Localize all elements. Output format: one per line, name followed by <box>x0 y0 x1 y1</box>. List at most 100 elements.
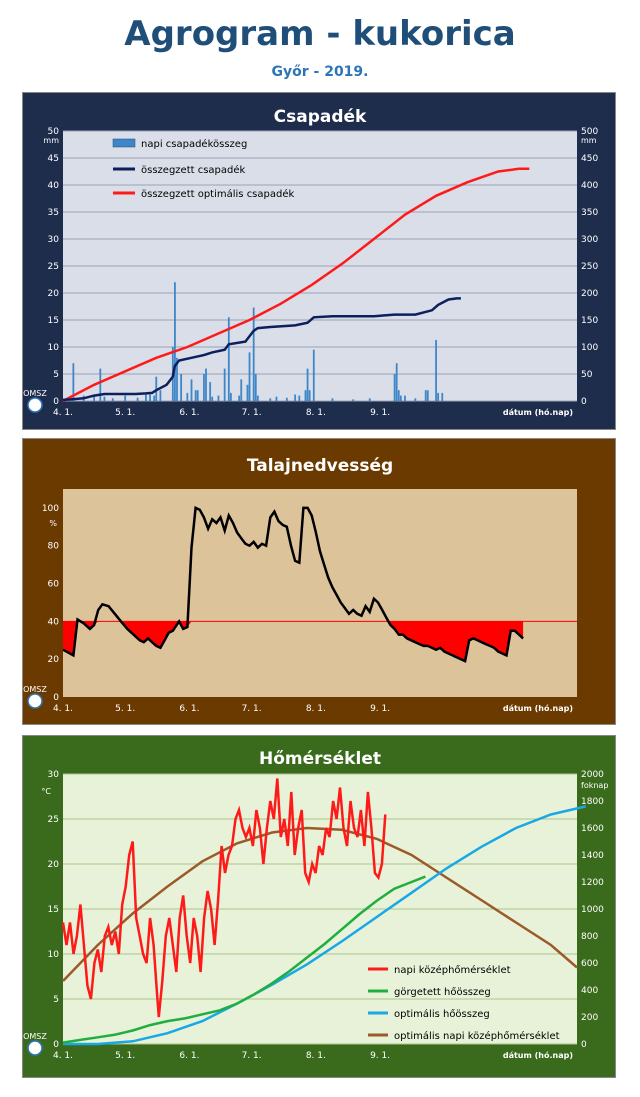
precip-bar <box>180 374 183 401</box>
precip-bar <box>248 352 251 401</box>
precip-bar <box>240 379 243 401</box>
y2-tick-label: 2000 <box>581 770 604 780</box>
precip-bar <box>72 363 75 401</box>
legend-entry: optimális hőösszeg <box>394 1008 490 1020</box>
legend-entry: görgetett hőösszeg <box>394 986 491 998</box>
x-tick-label: 7. 1. <box>242 1051 262 1061</box>
y-tick-label: 15 <box>48 316 59 326</box>
precip-bar <box>190 379 193 401</box>
precip-bar <box>306 368 309 401</box>
y2-tick-label: 1800 <box>581 797 604 807</box>
y2-axis-unit: mm <box>581 136 597 145</box>
y2-tick-label: 600 <box>581 959 598 969</box>
legend-entry: optimális napi középhőmérséklet <box>394 1030 560 1042</box>
precip-bar <box>145 392 147 401</box>
x-axis-label: dátum (hó.nap) <box>503 1050 573 1060</box>
legend-entry: összegzett optimális csapadék <box>141 188 295 200</box>
y-axis-unit: % <box>49 519 57 528</box>
page-title: Agrogram - kukorica <box>124 14 516 54</box>
precip-bar <box>393 374 396 401</box>
y-tick-label: 25 <box>48 262 59 272</box>
precip-bar <box>414 398 417 401</box>
y-tick-label: 40 <box>48 181 60 191</box>
precip-bar <box>399 395 402 401</box>
y2-tick-label: 500 <box>581 127 598 137</box>
precip-bar <box>298 395 301 401</box>
y2-tick-label: 800 <box>581 932 598 942</box>
y2-tick-label: 100 <box>581 343 598 353</box>
precip-bar <box>194 390 197 401</box>
precip-bar <box>196 390 199 401</box>
x-tick-label: 9. 1. <box>370 408 390 418</box>
x-tick-label: 5. 1. <box>115 408 135 418</box>
precip-bar <box>294 394 297 401</box>
plot-area <box>63 489 577 697</box>
y-tick-label: 10 <box>48 950 60 960</box>
precip-bar <box>159 390 162 401</box>
y2-tick-label: 350 <box>581 208 598 218</box>
y2-tick-label: 300 <box>581 235 598 245</box>
x-tick-label: 9. 1. <box>370 1051 390 1061</box>
precip-bar <box>285 397 288 401</box>
series-line-rolling-heat <box>62 875 426 1044</box>
y-tick-label: 0 <box>53 1040 59 1050</box>
legend-entry: napi csapadékösszeg <box>141 138 247 150</box>
y2-tick-label: 0 <box>581 1040 587 1050</box>
x-tick-label: 5. 1. <box>115 1051 135 1061</box>
logo-icon <box>27 693 43 709</box>
deficit-area <box>63 621 524 662</box>
precipitation-panel: Csapadék 4. 1. 5. 1. 6. 1. 7. 1. 8. 1. 9. 1. dá… <box>22 92 616 430</box>
series-line-opt-heat <box>63 805 586 1046</box>
x-tick-label: 4. 1. <box>53 408 73 418</box>
temperature-chart: Hőmérséklet 4. 1. 5. 1. 6. 1. 7. 1. 8. 1. 9. 1… <box>23 749 608 1061</box>
y2-tick-label: 250 <box>581 262 598 272</box>
precip-bar <box>397 390 400 401</box>
y2-tick-label: 200 <box>581 289 598 299</box>
y-tick-label: 20 <box>48 655 60 665</box>
precip-bar <box>136 397 139 401</box>
precip-bar <box>153 395 156 401</box>
precip-bar <box>111 398 114 401</box>
precip-bar <box>238 395 241 401</box>
y-tick-label: 60 <box>48 580 60 590</box>
x-tick-label: 6. 1. <box>179 1051 199 1061</box>
y-tick-label: 45 <box>48 154 59 164</box>
precip-bar <box>304 390 307 401</box>
logo-icon <box>27 1040 43 1056</box>
precip-bar <box>176 357 178 401</box>
precip-bar <box>205 368 207 401</box>
panel-title: Csapadék <box>274 107 367 127</box>
y2-tick-label: 50 <box>581 370 593 380</box>
y-tick-label: 50 <box>48 127 60 137</box>
y-tick-label: 5 <box>53 370 59 380</box>
panel-title: Hőmérséklet <box>259 749 381 769</box>
y-tick-label: 20 <box>48 289 60 299</box>
y-tick-label: 30 <box>48 235 60 245</box>
precip-bar <box>312 349 315 401</box>
y-tick-label: 80 <box>48 542 60 552</box>
precip-bar <box>99 368 102 401</box>
precip-bar <box>308 390 311 401</box>
x-tick-label: 4. 1. <box>53 1051 73 1061</box>
x-tick-label: 5. 1. <box>115 704 135 714</box>
precip-bar <box>256 395 259 401</box>
logo-text: OMSZ <box>23 685 47 694</box>
x-tick-label: 9. 1. <box>370 704 390 714</box>
precip-bar <box>211 396 214 401</box>
x-tick-label: 6. 1. <box>179 704 199 714</box>
precip-bar <box>229 392 232 401</box>
y-tick-label: 35 <box>48 208 59 218</box>
y-tick-label: 5 <box>53 995 59 1005</box>
legend-entry: összegzett csapadék <box>141 164 246 176</box>
y-axis-unit: mm <box>43 136 59 145</box>
y2-tick-label: 450 <box>581 154 598 164</box>
precip-bar <box>404 395 406 401</box>
precip-bar <box>352 399 355 401</box>
y2-tick-label: 0 <box>581 397 587 407</box>
x-axis-label: dátum (hó.nap) <box>503 407 573 417</box>
precip-bar <box>426 390 429 401</box>
x-tick-label: 6. 1. <box>179 408 199 418</box>
precip-bar <box>186 392 189 401</box>
precip-bar <box>275 396 278 401</box>
y2-axis-unit: foknap <box>581 781 608 790</box>
